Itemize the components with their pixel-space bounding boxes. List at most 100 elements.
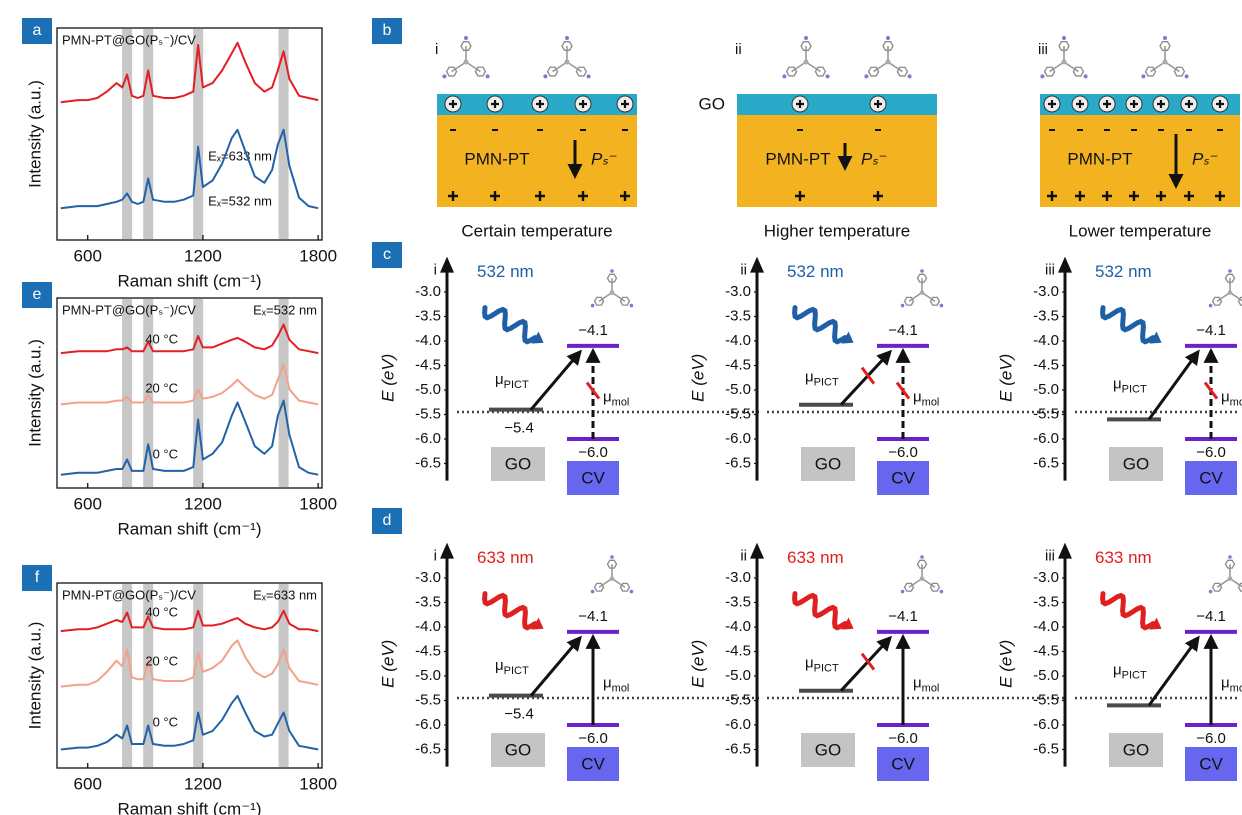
y-axis-label: E (eV)	[378, 640, 397, 688]
molecule-icon	[442, 36, 490, 79]
transition-label: μmol	[603, 674, 629, 694]
y-tick-label: -4.0	[415, 332, 441, 349]
highlight-band	[143, 299, 154, 487]
bound-charge	[1215, 191, 1225, 201]
molecule-icon	[864, 36, 912, 79]
subscript: PICT	[814, 376, 839, 388]
go-box-label: GO	[505, 454, 531, 473]
bond	[791, 61, 807, 73]
wavelength: 633 nm	[477, 548, 534, 567]
numeral: iii	[1045, 548, 1055, 565]
panel-label-box	[22, 18, 52, 44]
ring	[800, 41, 812, 51]
cv-box-label: CV	[891, 468, 915, 487]
ring	[1211, 582, 1223, 592]
y-tick-label: -5.0	[415, 381, 441, 398]
go-box	[801, 733, 855, 767]
ring	[1173, 66, 1186, 77]
y-axis-label: Intensity (a.u.)	[25, 80, 44, 188]
caption: Higher temperature	[764, 221, 910, 240]
highlight-band	[193, 29, 204, 239]
atom	[442, 74, 447, 79]
atom	[919, 290, 925, 295]
numeral: iii	[1045, 262, 1055, 279]
bound-charge	[1047, 191, 1057, 201]
ring	[561, 41, 573, 51]
y-tick-label: -6.0	[725, 716, 751, 733]
substrate-label: PMN-PT	[1067, 149, 1132, 168]
plus-sign	[1216, 100, 1224, 108]
panel-label: e	[33, 286, 42, 303]
y-tick-label: -6.5	[1033, 740, 1059, 757]
panel-label-box	[372, 242, 402, 268]
cv-box-label: CV	[581, 468, 605, 487]
subscript: mol	[612, 682, 630, 694]
ring	[785, 66, 798, 77]
transition-label: μmol	[913, 674, 939, 694]
atom	[920, 555, 924, 559]
atom	[1227, 290, 1233, 295]
molecule-icon	[543, 36, 591, 79]
y-axis-label: E (eV)	[378, 354, 397, 402]
cv-level-label: −4.1	[578, 322, 608, 339]
highlight-band	[122, 299, 133, 487]
spectrum	[60, 609, 319, 633]
polarization-label: Pₛ⁻	[861, 149, 888, 168]
series-label: 20 °C	[145, 380, 178, 395]
ring	[867, 66, 880, 77]
bond	[1216, 577, 1231, 588]
atom	[610, 555, 614, 559]
blocked-mark	[585, 381, 601, 400]
bound-charge	[1156, 191, 1166, 201]
transition-arrow	[839, 635, 893, 692]
plus-sign	[579, 100, 587, 108]
blocked-mark	[1203, 381, 1219, 400]
atom	[629, 589, 634, 594]
y-tick-label: -5.5	[725, 691, 751, 708]
plot-frame	[56, 27, 323, 241]
cv-level-label: −4.1	[888, 322, 918, 339]
bound-charge	[620, 191, 630, 201]
series-label: Eₓ=532 nm	[208, 193, 272, 208]
bond	[465, 61, 481, 73]
molecule-icon	[590, 555, 634, 594]
ring	[1072, 66, 1085, 77]
y-tick-label: -4.0	[1033, 618, 1059, 635]
y-tick-label: -6.5	[415, 454, 441, 471]
atom	[1162, 59, 1168, 65]
go-box	[801, 447, 855, 481]
photon-head	[841, 331, 854, 344]
cv-level-label: −4.1	[1196, 322, 1226, 339]
x-tick-label: 1200	[184, 774, 222, 793]
highlight-band	[122, 29, 133, 239]
y-tick-label: -6.0	[1033, 430, 1059, 447]
bond	[908, 291, 923, 302]
ring	[1224, 559, 1236, 569]
y-tick-label: -6.5	[725, 454, 751, 471]
plus-sign	[621, 100, 629, 108]
subscript: mol	[1230, 396, 1242, 408]
panel-label-box	[372, 508, 402, 534]
highlight-band	[193, 584, 204, 767]
annotation: PMN-PT@GO(Pₛ⁻)/CV	[62, 302, 196, 317]
atom	[782, 74, 787, 79]
plus-sign	[1048, 100, 1056, 108]
molecule-icon	[782, 36, 830, 79]
spectrum	[60, 41, 319, 104]
cv-level-label: −6.0	[888, 730, 918, 747]
y-axis-arrowhead	[440, 542, 454, 559]
subscript: PICT	[504, 379, 529, 391]
y-axis-label: E (eV)	[996, 640, 1015, 688]
transition-label: μmol	[1221, 388, 1242, 408]
ring	[882, 41, 894, 51]
symbol: μ	[603, 388, 612, 405]
series-label: 40 °C	[145, 604, 178, 619]
bond	[805, 61, 821, 73]
bond	[611, 291, 626, 302]
y-tick-label: -6.5	[415, 740, 441, 757]
highlight-band	[278, 299, 289, 487]
ring	[619, 296, 631, 306]
atom	[1062, 36, 1066, 40]
atom	[464, 36, 468, 40]
y-tick-label: -3.0	[1033, 569, 1059, 586]
